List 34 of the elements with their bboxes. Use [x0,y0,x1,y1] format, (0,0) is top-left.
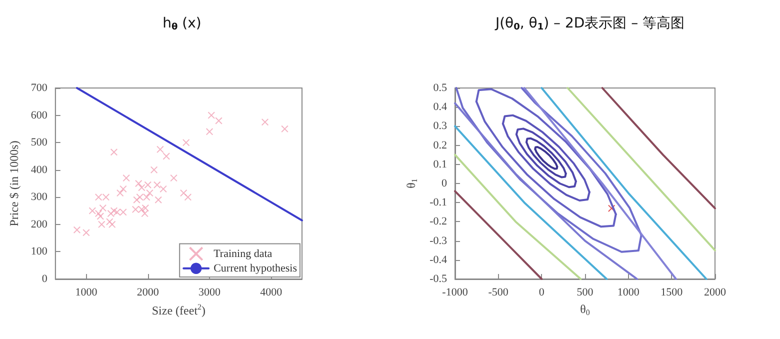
x-tick-label: 1500 [660,286,684,298]
y-tick-label: -0.5 [430,273,448,285]
y-tick-label: 0 [442,178,448,190]
y-tick-label: 300 [30,191,48,204]
y-tick-label: -0.1 [430,196,447,209]
x-tick-label: 2000 [704,286,726,298]
y-tick-label: 0.5 [433,82,448,94]
y-tick-label: -0.3 [430,234,448,247]
y-axis-title: Price $ (in 1000s) [7,140,21,226]
y-tick-label: 400 [30,164,48,176]
x-tick-label: 3000 [198,286,222,298]
x-tick-label: 2000 [136,286,160,298]
x-tick-label: 4000 [260,286,283,298]
y-tick-label: 100 [30,246,48,258]
y-tick-label: -0.4 [430,254,448,266]
y-tick-label: 500 [30,136,48,149]
y-tick-label: 200 [30,218,48,230]
y-tick-label: 700 [30,82,48,94]
y-axis-title: θ1 [404,178,420,188]
legend-label: Training data [214,248,272,260]
y-tick-label: -0.2 [430,216,447,228]
x-tick-label: 1000 [75,286,98,298]
y-tick-label: 0 [42,273,48,285]
x-tick-label: -500 [488,286,509,298]
y-tick-label: 0.2 [433,139,447,152]
y-tick-label: 0.3 [433,120,448,132]
x-tick-label: -1000 [442,286,468,298]
y-tick-label: 600 [30,109,48,122]
x-tick-label: 1000 [617,286,640,298]
y-tick-label: 0.1 [433,158,447,170]
legend-label: Current hypothesis [214,262,298,274]
y-tick-label: 0.4 [433,101,448,114]
x-tick-label: 0 [538,286,545,298]
x-tick-label: 500 [576,286,594,298]
